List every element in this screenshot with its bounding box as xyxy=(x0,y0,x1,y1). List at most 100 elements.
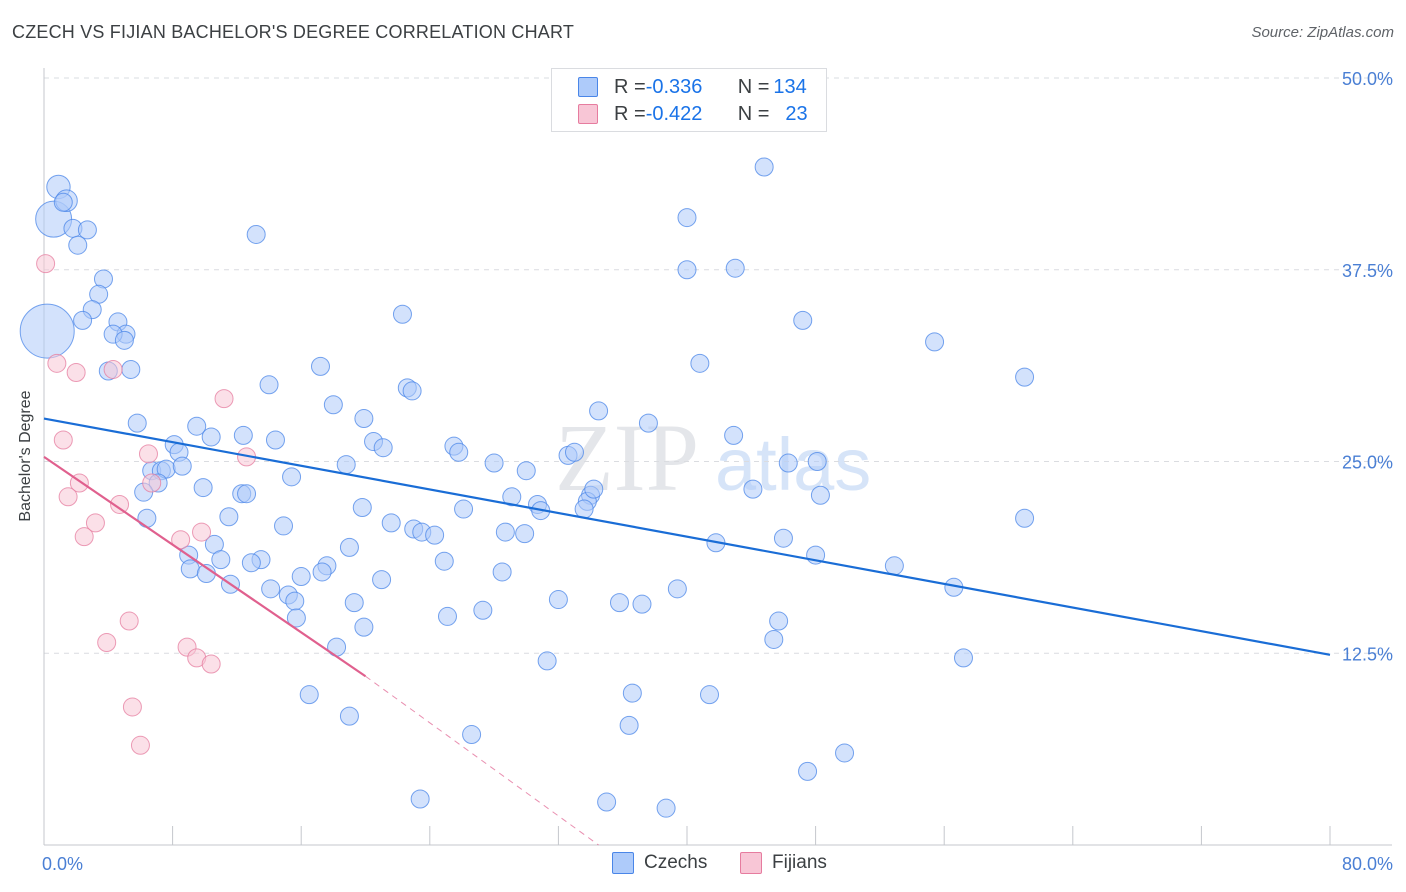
czech-point xyxy=(484,453,504,473)
czech-point xyxy=(953,648,973,668)
czech-point xyxy=(492,562,512,582)
czech-point xyxy=(261,579,281,599)
czech-point xyxy=(810,485,830,505)
czech-point xyxy=(180,559,200,579)
trend-lines xyxy=(43,417,1331,846)
czech-point xyxy=(274,516,294,536)
czech-point xyxy=(291,567,311,587)
fijian-point xyxy=(66,363,86,383)
czech-point xyxy=(462,725,482,745)
czech-point xyxy=(656,798,676,818)
czech-point xyxy=(187,416,207,436)
legend-swatch-czechs xyxy=(578,77,598,97)
czech-point xyxy=(354,409,374,429)
n-value-czechs: 134 xyxy=(773,75,807,98)
r-label: R = xyxy=(614,75,646,98)
legend-row-fijians: R = -0.422 N = 23 xyxy=(578,102,808,126)
czech-point xyxy=(638,413,658,433)
czech-point xyxy=(219,507,239,527)
czech-point xyxy=(310,356,330,376)
czech-point xyxy=(632,594,652,614)
n-value-fijians: 23 xyxy=(785,102,808,125)
fijian-point xyxy=(138,444,158,464)
czech-point xyxy=(344,593,364,613)
czech-points xyxy=(19,157,1035,818)
bottom-legend-label-czechs: Czechs xyxy=(644,852,708,873)
czech-point xyxy=(282,467,302,487)
czech-point xyxy=(619,715,639,735)
axes xyxy=(43,68,1392,846)
czech-point xyxy=(373,438,393,458)
czech-point xyxy=(584,479,604,499)
czech-point xyxy=(259,375,279,395)
czech-point xyxy=(437,606,457,626)
czech-point xyxy=(265,430,285,450)
czech-point xyxy=(211,550,231,570)
czech-point xyxy=(323,395,343,415)
fijian-point xyxy=(201,654,221,674)
fijian-point xyxy=(85,513,105,533)
fijian-point xyxy=(97,633,117,653)
czech-point xyxy=(172,456,192,476)
czech-point xyxy=(589,401,609,421)
czech-point xyxy=(1015,367,1035,387)
czech-point xyxy=(754,157,774,177)
fijian-trend-line xyxy=(43,455,367,678)
czech-point xyxy=(677,260,697,280)
czech-point xyxy=(677,208,697,228)
y-tick-label: 37.5% xyxy=(1342,261,1393,281)
czech-point xyxy=(495,522,515,542)
czech-point xyxy=(193,478,213,498)
y-tick-label: 25.0% xyxy=(1342,453,1393,473)
czech-point xyxy=(237,484,257,504)
czech-point xyxy=(516,461,536,481)
y-tick-label: 12.5% xyxy=(1342,644,1393,664)
czech-point xyxy=(73,310,93,330)
bottom-legend-fijians: Fijians xyxy=(740,852,827,874)
x-tick-label: 80.0% xyxy=(1342,854,1393,874)
czech-point xyxy=(574,499,594,519)
czech-point xyxy=(473,600,493,620)
czech-point xyxy=(53,192,73,212)
fijian-point xyxy=(103,359,123,379)
czech-point xyxy=(502,487,522,507)
czech-point xyxy=(434,551,454,571)
czech-point xyxy=(597,792,617,812)
czech-point xyxy=(537,651,557,671)
czech-point xyxy=(372,570,392,590)
tick-labels: 12.5% 25.0% 37.5% 50.0% 0.0% 80.0% xyxy=(42,69,1393,874)
czech-point xyxy=(285,591,305,611)
czech-point xyxy=(127,413,147,433)
fijian-point xyxy=(192,522,212,542)
n-label: N = xyxy=(737,75,770,98)
fijian-point xyxy=(47,353,67,373)
czech-point xyxy=(114,330,134,350)
czech-point xyxy=(339,537,359,557)
czech-point xyxy=(286,608,306,628)
fijian-point xyxy=(58,487,78,507)
czech-point xyxy=(724,425,744,445)
r-value-fijians: -0.422 xyxy=(645,102,703,125)
czech-point xyxy=(137,508,157,528)
fijian-point xyxy=(142,473,162,493)
fijian-point xyxy=(74,527,94,547)
czech-point xyxy=(241,553,261,573)
czech-point xyxy=(778,453,798,473)
x-tick-label: 0.0% xyxy=(42,854,83,874)
czech-point xyxy=(312,562,332,582)
fijian-point xyxy=(119,611,139,631)
czech-point xyxy=(564,442,584,462)
legend-row-czechs: R = -0.336 N = 134 xyxy=(578,75,807,99)
czech-trend-line xyxy=(43,417,1331,656)
chart-title: CZECH VS FIJIAN BACHELOR'S DEGREE CORREL… xyxy=(12,22,575,42)
correlation-legend: R = -0.336 N = 134 R = -0.422 N = 23 xyxy=(551,68,827,132)
czech-point xyxy=(690,353,710,373)
czech-point xyxy=(336,455,356,475)
czech-point xyxy=(410,789,430,809)
czech-point xyxy=(773,528,793,548)
czech-point xyxy=(68,235,88,255)
czech-point xyxy=(246,224,266,244)
fijian-point xyxy=(130,735,150,755)
czech-point xyxy=(835,743,855,763)
